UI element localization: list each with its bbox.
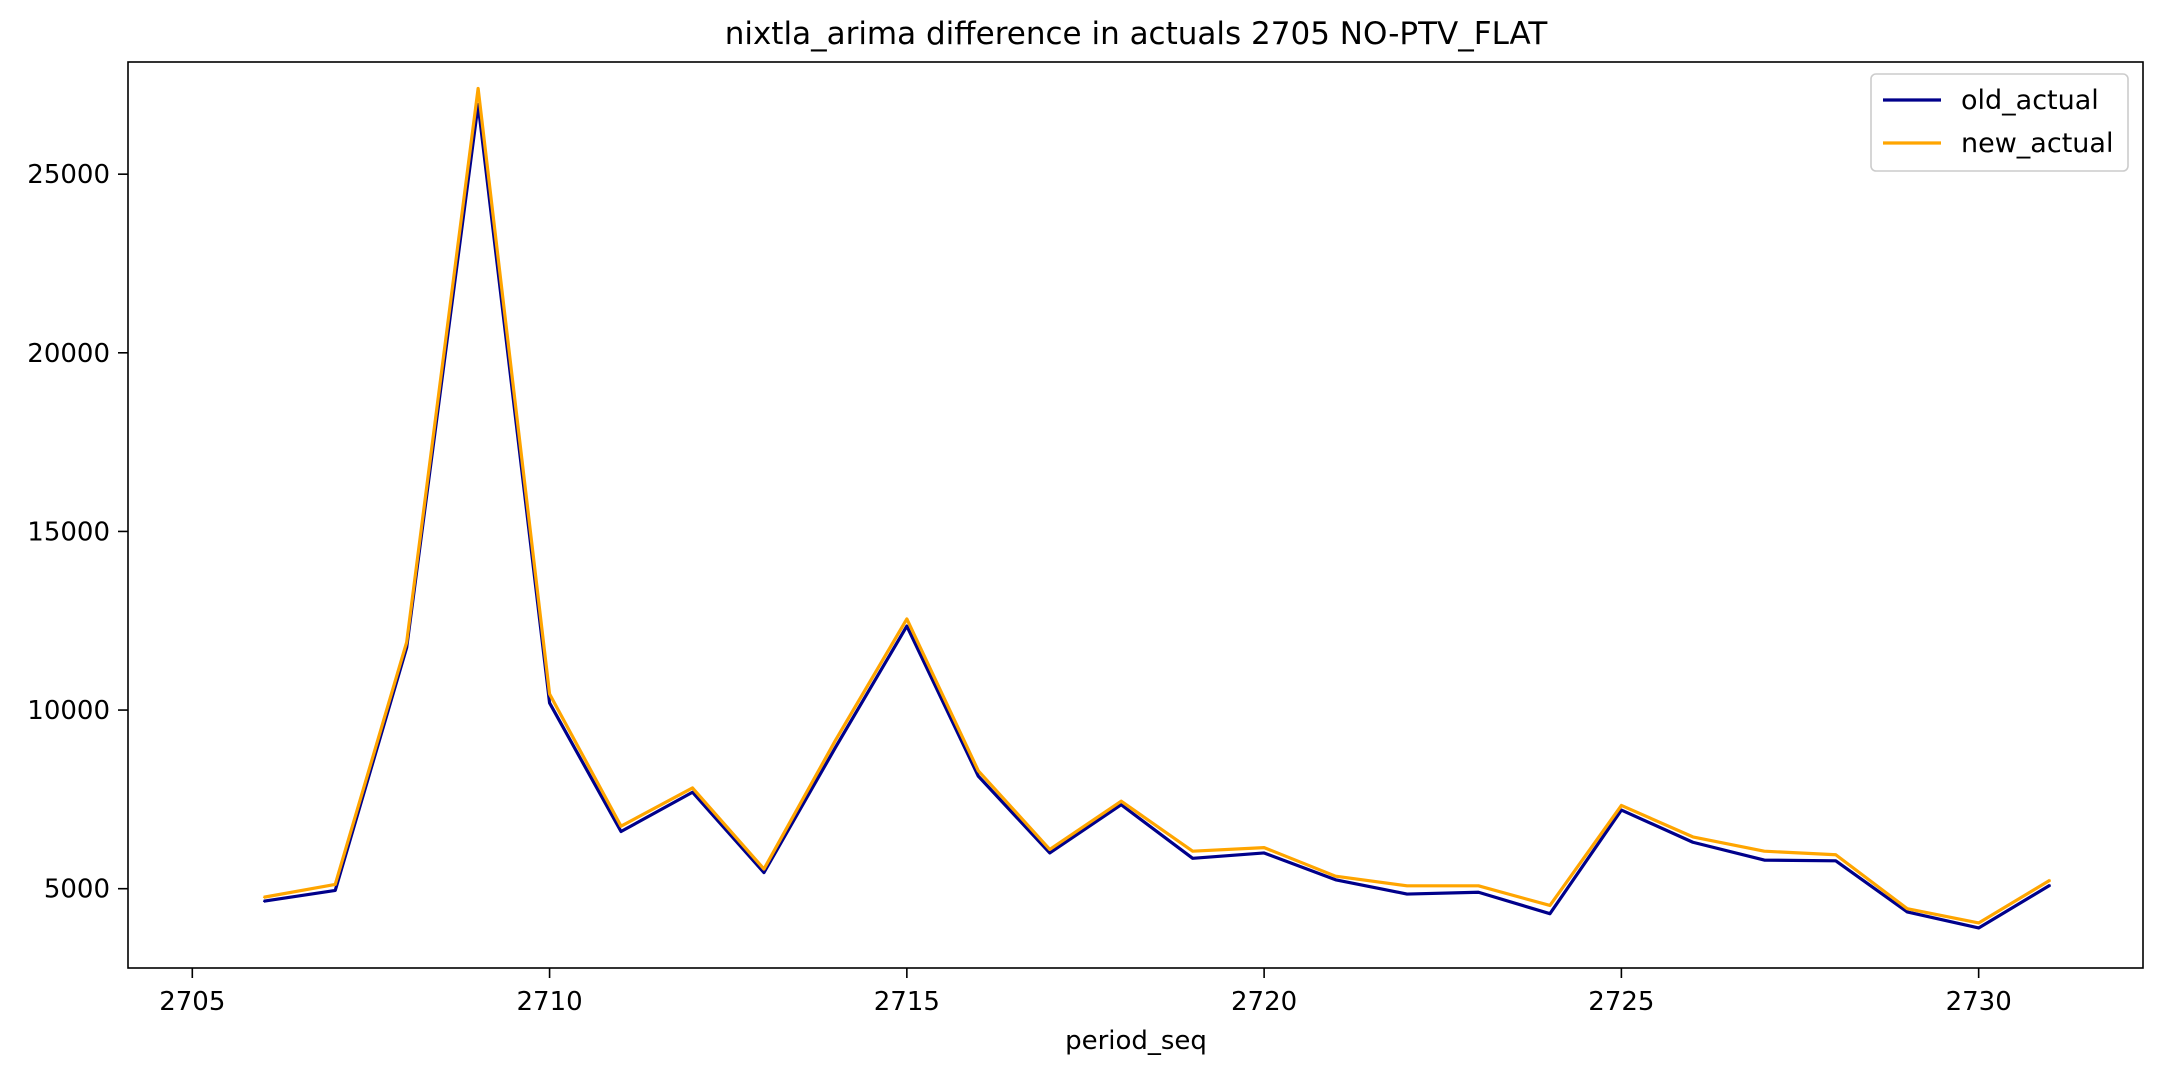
data-point-old-actual	[1263, 852, 1265, 854]
y-tick-label: 25000	[27, 160, 110, 190]
data-point-new-actual	[1977, 922, 1980, 924]
data-point-new-actual	[548, 693, 551, 695]
data-point-new-actual	[1549, 904, 1551, 907]
data-point-old-actual	[1406, 893, 1408, 895]
data-point-new-actual	[1263, 846, 1265, 849]
data-point-old-actual	[834, 746, 837, 749]
plot-frame	[127, 61, 2144, 969]
x-tick-label: 2710	[516, 987, 582, 1017]
data-point-new-actual	[763, 868, 765, 870]
y-tick-label: 20000	[27, 339, 110, 369]
legend-label-new-actual: new_actual	[1961, 128, 2113, 159]
legend-label-old-actual: old_actual	[1961, 85, 2099, 116]
data-point-new-actual	[1334, 875, 1337, 877]
data-point-old-actual	[1477, 891, 1480, 894]
data-point-new-actual	[2049, 879, 2051, 881]
data-point-new-actual	[906, 618, 908, 620]
data-point-new-actual	[977, 769, 980, 772]
data-point-old-actual	[906, 625, 908, 627]
data-point-old-actual	[1334, 878, 1337, 881]
plot-area	[128, 62, 2143, 968]
data-point-old-actual	[1834, 860, 1837, 862]
y-tick-label: 5000	[44, 875, 110, 905]
data-point-new-actual	[1620, 804, 1623, 807]
y-axis: 5000 10000 15000 20000 25000	[27, 160, 128, 905]
data-point-old-actual	[1977, 927, 1980, 929]
data-point-new-actual	[1692, 836, 1694, 838]
series-old-actual	[262, 102, 2051, 930]
data-point-new-actual	[334, 883, 337, 886]
x-axis: 2705 2710 2715 2720 2725 2730	[159, 968, 2012, 1017]
data-point-new-actual	[834, 739, 837, 742]
data-point-new-actual	[1120, 800, 1123, 802]
data-point-new-actual	[1406, 885, 1408, 887]
x-axis-label: period_seq	[1065, 1026, 1207, 1056]
data-point-old-actual	[1620, 809, 1623, 811]
y-tick-label: 15000	[27, 517, 110, 547]
data-point-new-actual	[1048, 848, 1051, 851]
data-point-new-actual	[620, 825, 622, 827]
series-new-actual	[262, 86, 2051, 925]
legend: old_actual new_actual	[1870, 73, 2129, 172]
data-point-new-actual	[1191, 850, 1194, 852]
data-point-new-actual	[691, 787, 694, 789]
x-tick-label: 2730	[1946, 987, 2012, 1017]
data-point-old-actual	[1048, 852, 1051, 854]
x-tick-label: 2720	[1231, 987, 1297, 1017]
x-tick-label: 2725	[1588, 987, 1654, 1017]
data-point-new-actual	[477, 87, 479, 90]
data-point-old-actual	[1763, 859, 1766, 861]
series-layer	[262, 86, 2051, 930]
data-point-new-actual	[1763, 850, 1766, 852]
data-point-old-actual	[548, 702, 551, 704]
data-point-old-actual	[1549, 912, 1551, 915]
data-point-old-actual	[262, 900, 265, 902]
data-point-old-actual	[620, 830, 622, 833]
data-point-old-actual	[2049, 884, 2051, 886]
y-tick-label: 10000	[27, 696, 110, 726]
data-point-old-actual	[691, 791, 694, 794]
series-line-old-actual	[263, 102, 2051, 930]
data-point-old-actual	[1906, 911, 1909, 913]
series-line-new-actual	[263, 86, 2051, 925]
x-tick-label: 2715	[874, 987, 940, 1017]
data-point-old-actual	[1191, 857, 1194, 860]
data-point-new-actual	[405, 641, 408, 643]
x-tick-label: 2705	[159, 987, 225, 1017]
data-point-new-actual	[262, 896, 265, 899]
data-point-old-actual	[1692, 841, 1694, 844]
data-point-new-actual	[1477, 885, 1480, 887]
data-point-old-actual	[1120, 803, 1123, 806]
legend-box	[1870, 73, 2129, 172]
chart-title: nixtla_arima difference in actuals 2705 …	[725, 16, 1549, 52]
data-point-old-actual	[763, 871, 765, 874]
data-point-new-actual	[1906, 907, 1909, 910]
data-point-new-actual	[1834, 853, 1837, 856]
data-point-old-actual	[334, 889, 337, 892]
data-point-old-actual	[977, 775, 980, 777]
